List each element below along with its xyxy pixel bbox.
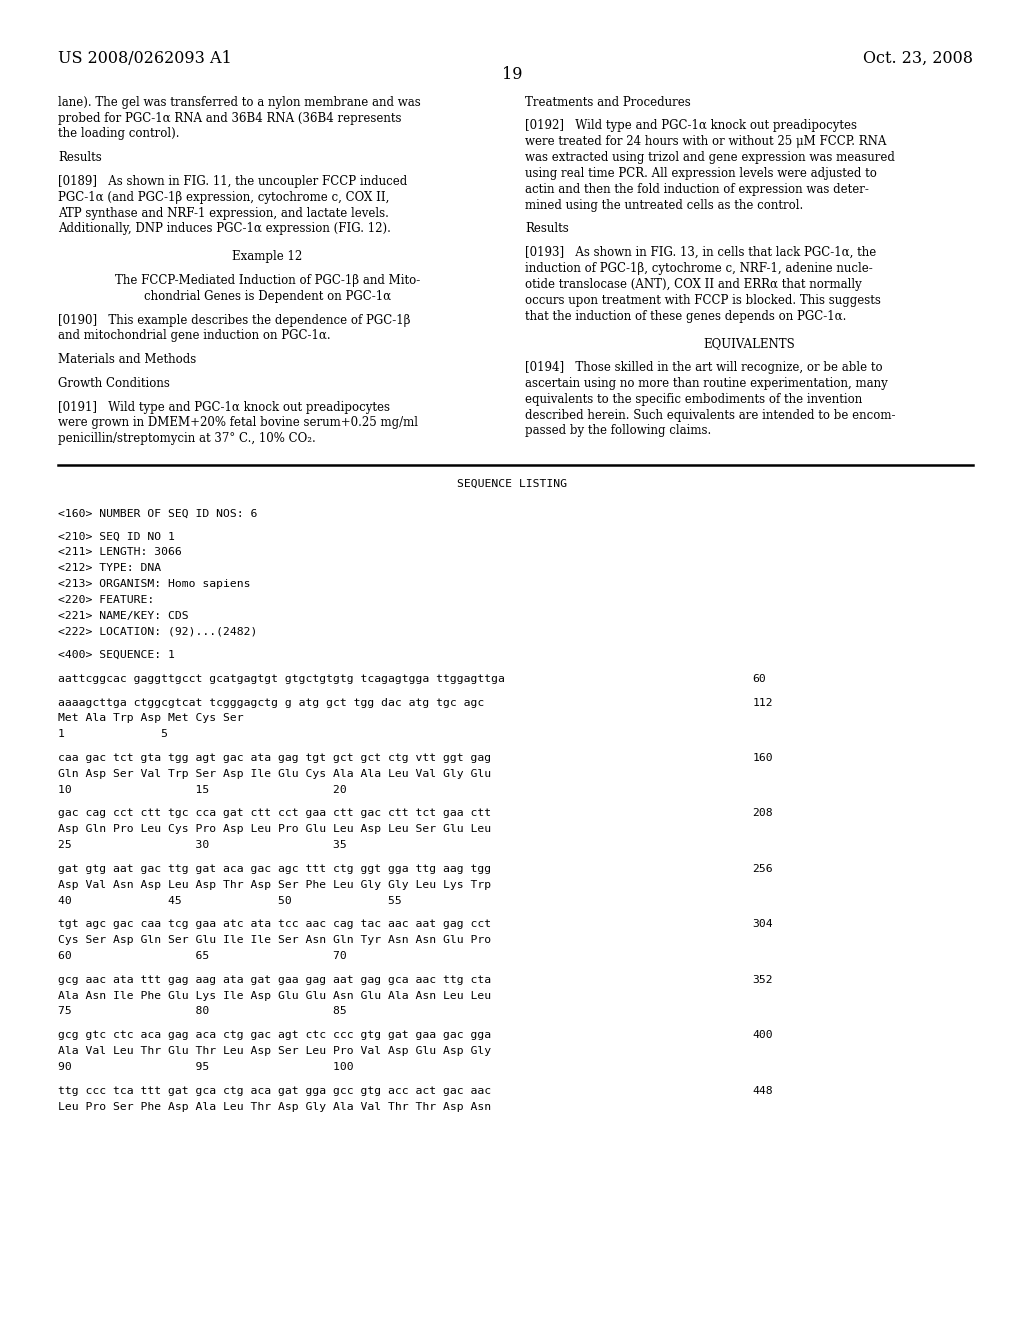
Text: <222> LOCATION: (92)...(2482): <222> LOCATION: (92)...(2482) [58,627,258,636]
Text: 256: 256 [753,865,773,874]
Text: Additionally, DNP induces PGC-1α expression (FIG. 12).: Additionally, DNP induces PGC-1α express… [58,223,391,235]
Text: tgt agc gac caa tcg gaa atc ata tcc aac cag tac aac aat gag cct: tgt agc gac caa tcg gaa atc ata tcc aac … [58,919,492,929]
Text: aattcggcac gaggttgcct gcatgagtgt gtgctgtgtg tcagagtgga ttggagttga: aattcggcac gaggttgcct gcatgagtgt gtgctgt… [58,673,505,684]
Text: ascertain using no more than routine experimentation, many: ascertain using no more than routine exp… [525,378,888,389]
Text: <160> NUMBER OF SEQ ID NOS: 6: <160> NUMBER OF SEQ ID NOS: 6 [58,508,258,519]
Text: Results: Results [58,152,102,164]
Text: 25                  30                  35: 25 30 35 [58,841,347,850]
Text: were treated for 24 hours with or without 25 μM FCCP. RNA: were treated for 24 hours with or withou… [525,135,887,148]
Text: Oct. 23, 2008: Oct. 23, 2008 [863,50,973,67]
Text: Results: Results [525,223,569,235]
Text: gcg aac ata ttt gag aag ata gat gaa gag aat gag gca aac ttg cta: gcg aac ata ttt gag aag ata gat gaa gag … [58,974,492,985]
Text: 112: 112 [753,697,773,708]
Text: [0192]   Wild type and PGC-1α knock out preadipocytes: [0192] Wild type and PGC-1α knock out pr… [525,120,857,132]
Text: <220> FEATURE:: <220> FEATURE: [58,594,155,605]
Text: <212> TYPE: DNA: <212> TYPE: DNA [58,562,162,573]
Text: 60                  65                  70: 60 65 70 [58,950,347,961]
Text: 60: 60 [753,673,766,684]
Text: Treatments and Procedures: Treatments and Procedures [525,96,691,108]
Text: were grown in DMEM+20% fetal bovine serum+0.25 mg/ml: were grown in DMEM+20% fetal bovine seru… [58,417,419,429]
Text: Leu Pro Ser Phe Asp Ala Leu Thr Asp Gly Ala Val Thr Thr Asp Asn: Leu Pro Ser Phe Asp Ala Leu Thr Asp Gly … [58,1101,492,1111]
Text: gat gtg aat gac ttg gat aca gac agc ttt ctg ggt gga ttg aag tgg: gat gtg aat gac ttg gat aca gac agc ttt … [58,865,492,874]
Text: US 2008/0262093 A1: US 2008/0262093 A1 [58,50,232,67]
Text: 75                  80                  85: 75 80 85 [58,1006,347,1016]
Text: <213> ORGANISM: Homo sapiens: <213> ORGANISM: Homo sapiens [58,578,251,589]
Text: penicillin/streptomycin at 37° C., 10% CO₂.: penicillin/streptomycin at 37° C., 10% C… [58,433,316,445]
Text: 208: 208 [753,808,773,818]
Text: 90                  95                  100: 90 95 100 [58,1061,354,1072]
Text: chondrial Genes is Dependent on PGC-1α: chondrial Genes is Dependent on PGC-1α [143,290,391,302]
Text: 400: 400 [753,1030,773,1040]
Text: [0189]   As shown in FIG. 11, the uncoupler FCCP induced: [0189] As shown in FIG. 11, the uncouple… [58,174,408,187]
Text: Example 12: Example 12 [232,251,302,263]
Text: 304: 304 [753,919,773,929]
Text: Materials and Methods: Materials and Methods [58,352,197,366]
Text: [0190]   This example describes the dependence of PGC-1β: [0190] This example describes the depend… [58,314,411,326]
Text: <210> SEQ ID NO 1: <210> SEQ ID NO 1 [58,531,175,541]
Text: 40              45              50              55: 40 45 50 55 [58,895,402,906]
Text: Ala Val Leu Thr Glu Thr Leu Asp Ser Leu Pro Val Asp Glu Asp Gly: Ala Val Leu Thr Glu Thr Leu Asp Ser Leu … [58,1045,492,1056]
Text: Gln Asp Ser Val Trp Ser Asp Ile Glu Cys Ala Ala Leu Val Gly Glu: Gln Asp Ser Val Trp Ser Asp Ile Glu Cys … [58,768,492,779]
Text: [0194]   Those skilled in the art will recognize, or be able to: [0194] Those skilled in the art will rec… [525,360,883,374]
Text: Cys Ser Asp Gln Ser Glu Ile Ile Ser Asn Gln Tyr Asn Asn Glu Pro: Cys Ser Asp Gln Ser Glu Ile Ile Ser Asn … [58,935,492,945]
Text: otide translocase (ANT), COX II and ERRα that normally: otide translocase (ANT), COX II and ERRα… [525,279,862,290]
Text: actin and then the fold induction of expression was deter-: actin and then the fold induction of exp… [525,182,869,195]
Text: was extracted using trizol and gene expression was measured: was extracted using trizol and gene expr… [525,152,895,164]
Text: 19: 19 [502,66,522,83]
Text: Asp Gln Pro Leu Cys Pro Asp Leu Pro Glu Leu Asp Leu Ser Glu Leu: Asp Gln Pro Leu Cys Pro Asp Leu Pro Glu … [58,824,492,834]
Text: The FCCP-Mediated Induction of PGC-1β and Mito-: The FCCP-Mediated Induction of PGC-1β an… [115,275,420,286]
Text: ATP synthase and NRF-1 expression, and lactate levels.: ATP synthase and NRF-1 expression, and l… [58,206,389,219]
Text: gcg gtc ctc aca gag aca ctg gac agt ctc ccc gtg gat gaa gac gga: gcg gtc ctc aca gag aca ctg gac agt ctc … [58,1030,492,1040]
Text: passed by the following claims.: passed by the following claims. [525,425,712,437]
Text: mined using the untreated cells as the control.: mined using the untreated cells as the c… [525,198,804,211]
Text: Met Ala Trp Asp Met Cys Ser: Met Ala Trp Asp Met Cys Ser [58,713,244,723]
Text: Growth Conditions: Growth Conditions [58,378,170,389]
Text: occurs upon treatment with FCCP is blocked. This suggests: occurs upon treatment with FCCP is block… [525,294,882,306]
Text: the loading control).: the loading control). [58,128,180,140]
Text: 352: 352 [753,974,773,985]
Text: <400> SEQUENCE: 1: <400> SEQUENCE: 1 [58,651,175,660]
Text: Ala Asn Ile Phe Glu Lys Ile Asp Glu Glu Asn Glu Ala Asn Leu Leu: Ala Asn Ile Phe Glu Lys Ile Asp Glu Glu … [58,990,492,1001]
Text: 1              5: 1 5 [58,729,168,739]
Text: ttg ccc tca ttt gat gca ctg aca gat gga gcc gtg acc act gac aac: ttg ccc tca ttt gat gca ctg aca gat gga … [58,1085,492,1096]
Text: described herein. Such equivalents are intended to be encom-: described herein. Such equivalents are i… [525,409,896,421]
Text: 10                  15                  20: 10 15 20 [58,784,347,795]
Text: [0191]   Wild type and PGC-1α knock out preadipocytes: [0191] Wild type and PGC-1α knock out pr… [58,401,390,413]
Text: equivalents to the specific embodiments of the invention: equivalents to the specific embodiments … [525,393,862,405]
Text: SEQUENCE LISTING: SEQUENCE LISTING [457,479,567,490]
Text: 160: 160 [753,752,773,763]
Text: EQUIVALENTS: EQUIVALENTS [703,337,795,350]
Text: caa gac tct gta tgg agt gac ata gag tgt gct gct ctg vtt ggt gag: caa gac tct gta tgg agt gac ata gag tgt … [58,752,492,763]
Text: PGC-1α (and PGC-1β expression, cytochrome c, COX II,: PGC-1α (and PGC-1β expression, cytochrom… [58,190,390,203]
Text: probed for PGC-1α RNA and 36B4 RNA (36B4 represents: probed for PGC-1α RNA and 36B4 RNA (36B4… [58,112,401,124]
Text: induction of PGC-1β, cytochrome c, NRF-1, adenine nucle-: induction of PGC-1β, cytochrome c, NRF-1… [525,261,873,275]
Text: using real time PCR. All expression levels were adjusted to: using real time PCR. All expression leve… [525,168,878,180]
Text: <211> LENGTH: 3066: <211> LENGTH: 3066 [58,546,182,557]
Text: 448: 448 [753,1085,773,1096]
Text: that the induction of these genes depends on PGC-1α.: that the induction of these genes depend… [525,310,847,322]
Text: and mitochondrial gene induction on PGC-1α.: and mitochondrial gene induction on PGC-… [58,330,331,342]
Text: gac cag cct ctt tgc cca gat ctt cct gaa ctt gac ctt tct gaa ctt: gac cag cct ctt tgc cca gat ctt cct gaa … [58,808,492,818]
Text: Asp Val Asn Asp Leu Asp Thr Asp Ser Phe Leu Gly Gly Leu Lys Trp: Asp Val Asn Asp Leu Asp Thr Asp Ser Phe … [58,879,492,890]
Text: lane). The gel was transferred to a nylon membrane and was: lane). The gel was transferred to a nylo… [58,96,421,108]
Text: [0193]   As shown in FIG. 13, in cells that lack PGC-1α, the: [0193] As shown in FIG. 13, in cells tha… [525,246,877,259]
Text: aaaagcttga ctggcgtcat tcgggagctg g atg gct tgg dac atg tgc agc: aaaagcttga ctggcgtcat tcgggagctg g atg g… [58,697,484,708]
Text: <221> NAME/KEY: CDS: <221> NAME/KEY: CDS [58,610,189,620]
